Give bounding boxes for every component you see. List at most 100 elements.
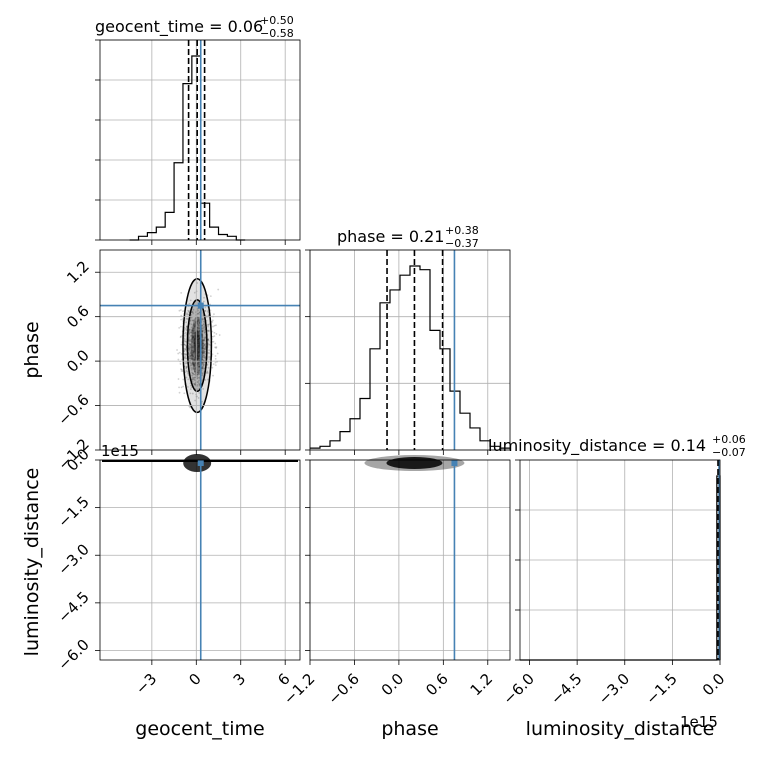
scatter-geocent-phase-pt-547	[212, 325, 214, 328]
scatter-geocent-phase-pt-457	[196, 336, 199, 339]
scatter-geocent-phase-pt-641	[203, 352, 206, 354]
scatter-geocent-phase-pt-387	[197, 351, 200, 354]
scatter-geocent-phase-pt-775	[194, 383, 196, 386]
scatter-geocent-phase-pt-546	[194, 350, 197, 352]
scatter-geocent-phase-pt-196	[189, 355, 192, 358]
scatter-geocent-phase-pt-851	[201, 366, 204, 369]
scatter-geocent-phase-pt-160	[203, 347, 206, 350]
scatter-geocent-phase-pt-585	[193, 363, 195, 366]
scatter-geocent-phase-pt-611	[190, 345, 193, 348]
scatter-geocent-phase-pt-224	[193, 338, 196, 341]
scatter-geocent-phase-pt-601	[185, 366, 188, 369]
scatter-geocent-phase-pt-329	[198, 345, 201, 348]
scatter-geocent-phase-pt-727	[197, 363, 200, 366]
scatter-geocent-phase-pt-485	[189, 319, 192, 322]
scatter-geocent-phase-pt-174	[193, 370, 196, 373]
ytick-lum-1: −4.5	[54, 588, 92, 626]
scatter-geocent-phase-pt-4	[193, 364, 196, 367]
scatter-geocent-phase-pt-589	[197, 324, 200, 327]
scatter-geocent-phase-pt-704	[204, 350, 206, 353]
xtick-lum-4: 0.0	[699, 670, 729, 700]
scatter-geocent-phase-pt-111	[193, 342, 196, 345]
scatter-geocent-phase-pt-478	[211, 335, 214, 338]
ytick-phase-3: −0.6	[54, 391, 92, 429]
scatter-geocent-phase-pt-796	[197, 382, 200, 385]
scatter-geocent-phase-pt-790	[198, 332, 201, 335]
scatter-geocent-phase-pt-600	[201, 361, 203, 364]
scatter-geocent-phase-pt-766	[211, 366, 214, 369]
scatter-geocent-phase-pt-369	[187, 347, 190, 350]
scatter-geocent-phase-pt-877	[186, 325, 188, 328]
xtick-lum-2: −3.0	[595, 670, 633, 708]
scatter-geocent-phase-pt-786	[190, 351, 192, 354]
scatter-geocent-phase-pt-719	[193, 338, 196, 341]
scatter-geocent-phase-pt-442	[214, 357, 217, 360]
scatter-geocent-phase-pt-573	[197, 341, 200, 343]
scatter-geocent-phase-pt-835	[178, 326, 181, 329]
scatter-geocent-phase-pt-286	[193, 344, 196, 347]
scatter-geocent-phase-pt-413	[206, 363, 209, 366]
scatter-geocent-phase-pt-66	[202, 318, 205, 321]
scatter-phase-lum-frame	[309, 459, 511, 661]
scatter-geocent-phase-pt-700	[194, 343, 197, 345]
scatter-geocent-phase-pt-131	[191, 363, 194, 366]
scatter-geocent-phase-pt-101	[190, 356, 193, 359]
scatter-geocent-phase-pt-78	[197, 340, 200, 343]
scatter-geocent-phase-pt-150	[203, 326, 206, 328]
scatter-geocent-phase-pt-828	[190, 340, 193, 343]
scatter-geocent-phase-pt-645	[203, 296, 205, 299]
scatter-geocent-phase-pt-612	[196, 354, 199, 356]
scatter-geocent-phase-pt-826	[206, 310, 209, 313]
scatter-geocent-phase-pt-368	[193, 368, 196, 371]
scatter-geocent-phase-pt-60	[188, 336, 190, 339]
scatter-geocent-phase-pt-233	[198, 384, 201, 387]
scatter-geocent-phase-pt-338	[192, 332, 194, 335]
scatter-geocent-phase-pt-108	[191, 337, 194, 339]
scatter-geocent-phase-pt-541	[190, 363, 193, 366]
scatter-geocent-phase-frame	[99, 249, 301, 451]
scatter-geocent-phase-pt-551	[188, 333, 191, 335]
scatter-geocent-phase-pt-598	[191, 341, 194, 344]
scatter-geocent-phase-pt-169	[197, 335, 200, 337]
scatter-geocent-phase-pt-99	[198, 379, 200, 382]
scatter-geocent-phase-pt-69	[192, 323, 195, 326]
scatter-geocent-phase-pt-129	[214, 346, 216, 349]
scatter-geocent-phase-pt-515	[202, 355, 205, 357]
scatter-geocent-phase-pt-114	[183, 348, 186, 350]
scatter-geocent-phase-pt-767	[182, 378, 185, 381]
scatter-geocent-phase-pt-107	[208, 358, 211, 361]
scatter-geocent-phase-pt-895	[206, 329, 209, 332]
scatter-geocent-phase-pt-673	[191, 352, 193, 354]
scatter-geocent-phase-pt-380	[207, 311, 210, 314]
scatter-geocent-phase-pt-217	[193, 325, 196, 328]
scatter-geocent-phase-pt-484	[178, 386, 180, 389]
scatter-geocent-phase-pt-266	[197, 376, 200, 379]
ytick-phase-0: 1.2	[63, 257, 93, 287]
scatter-geocent-phase-pt-184	[201, 372, 204, 375]
scatter-geocent-phase-pt-614	[188, 361, 191, 363]
scatter-geocent-phase-pt-840	[196, 362, 199, 365]
scatter-geocent-phase-pt-19	[187, 372, 189, 375]
scatter-geocent-phase-pt-276	[193, 323, 196, 325]
title-lum-plus: +0.06	[712, 433, 746, 446]
scatter-geocent-phase-pt-117	[207, 324, 210, 326]
ytick-lum-2: −3.0	[54, 540, 92, 578]
scatter-geocent-phase-pt-545	[203, 331, 206, 334]
scatter-geocent-phase-pt-503	[177, 352, 180, 355]
scatter-geocent-phase-pt-179	[180, 343, 183, 346]
ytick-lum-3: −1.5	[54, 493, 92, 531]
scatter-geocent-phase-pt-491	[196, 320, 199, 323]
scatter-geocent-phase-pt-67	[194, 362, 197, 365]
scatter-geocent-phase-pt-443	[207, 340, 210, 342]
scatter-geocent-phase-pt-530	[202, 343, 205, 346]
scatter-geocent-phase-pt-724	[192, 367, 195, 370]
scatter-geocent-phase-pt-554	[197, 348, 200, 351]
scatter-geocent-phase-pt-794	[196, 339, 199, 342]
scatter-geocent-phase-pt-386	[192, 372, 194, 375]
scatter-geocent-phase-pt-112	[196, 357, 199, 360]
scatter-geocent-phase-pt-564	[215, 324, 217, 327]
scatter-geocent-phase-pt-631	[194, 382, 197, 385]
scatter-geocent-phase-pt-222	[186, 370, 189, 373]
scatter-geocent-phase-pt-121	[201, 374, 204, 377]
